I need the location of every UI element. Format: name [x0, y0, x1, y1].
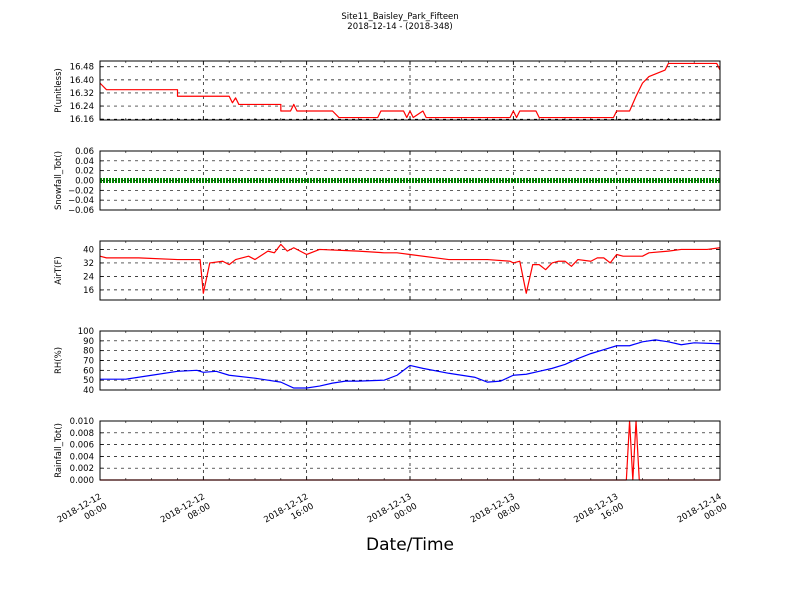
plot-frame — [99, 150, 721, 211]
y-tick-label: 80 — [83, 347, 94, 357]
y-tick-label: 0.000 — [70, 476, 94, 486]
y-axis-label: AirT(F) — [54, 256, 64, 284]
y-tick-label: 0.002 — [70, 464, 94, 474]
x-tick-label: 2018-12-1200:00 — [56, 492, 109, 535]
y-tick-label: −0.04 — [68, 196, 94, 206]
x-tick-label: 2018-12-1216:00 — [262, 492, 315, 535]
y-tick-label: 0.04 — [75, 157, 94, 167]
y-tick-label: 40 — [83, 386, 94, 396]
y-tick-label: 16.40 — [70, 76, 94, 86]
subplot-1: 16.16 16.24 16.32 16.40 16.48 P(unitless) — [54, 60, 721, 125]
y-axis-label: Snowfall_Tot() — [54, 151, 64, 210]
series-line — [99, 243, 721, 294]
chart-subtitle: 2018-12-14 - (2018-348) — [347, 22, 452, 32]
series-line — [100, 339, 721, 389]
x-tick-label: 2018-12-1300:00 — [366, 492, 419, 535]
plot-frame — [99, 420, 721, 481]
plot-frame — [99, 60, 721, 121]
subplot-2: −0.06−0.04−0.020.000.020.040.06 Snowfall_… — [54, 147, 721, 216]
y-axis-label: RH(%) — [54, 347, 64, 374]
x-tick-label: 2018-12-1400:00 — [676, 492, 729, 535]
subplot-3: 16 24 32 40 AirT(F) — [54, 240, 721, 301]
y-axis-label: Rainfall_Tot() — [54, 423, 64, 478]
chart-title: Site11_Baisley_Park_Fifteen — [341, 12, 458, 22]
x-tick-labels: 2018-12-1200:00 2018-12-1208:00 2018-12-12… — [56, 492, 729, 535]
series-line — [99, 62, 721, 119]
x-tick-label: 2018-12-1316:00 — [572, 492, 625, 535]
x-axis-label: Date/Time — [366, 535, 454, 555]
y-tick-label: 0.010 — [70, 417, 94, 427]
y-tick-label: 50 — [83, 376, 94, 386]
panels-group: 16.16 16.24 16.32 16.40 16.48 P(unitless) −0.0… — [54, 60, 721, 486]
y-tick-label: −0.06 — [68, 206, 94, 216]
y-tick-label: 0.06 — [75, 147, 94, 157]
y-tick-label: 16 — [83, 286, 94, 296]
y-tick-label: 40 — [83, 245, 94, 255]
y-tick-label: 16.16 — [70, 115, 94, 125]
y-tick-label: 0.02 — [75, 167, 94, 177]
y-tick-label: 16.24 — [70, 102, 94, 112]
y-tick-label: 90 — [83, 337, 94, 347]
y-tick-label: 0.00 — [75, 177, 94, 187]
y-tick-label: 70 — [83, 357, 94, 367]
y-tick-label: 16.32 — [70, 89, 94, 99]
y-tick-label: 60 — [83, 366, 94, 376]
y-tick-label: 100 — [78, 327, 94, 337]
y-tick-label: 16.48 — [70, 63, 94, 73]
x-tick-label: 2018-12-1208:00 — [159, 492, 212, 535]
plot-frame — [99, 240, 721, 301]
y-tick-label: 0.006 — [70, 441, 94, 451]
y-tick-label: 0.004 — [70, 452, 94, 462]
y-tick-label: 24 — [83, 272, 94, 282]
x-tick-label: 2018-12-1308:00 — [469, 492, 522, 535]
y-tick-label: 0.008 — [70, 429, 94, 439]
y-axis-label: P(unitless) — [54, 68, 64, 113]
y-tick-label: −0.02 — [68, 186, 94, 196]
plot-frame — [99, 330, 721, 391]
y-tick-label: 32 — [83, 259, 94, 269]
